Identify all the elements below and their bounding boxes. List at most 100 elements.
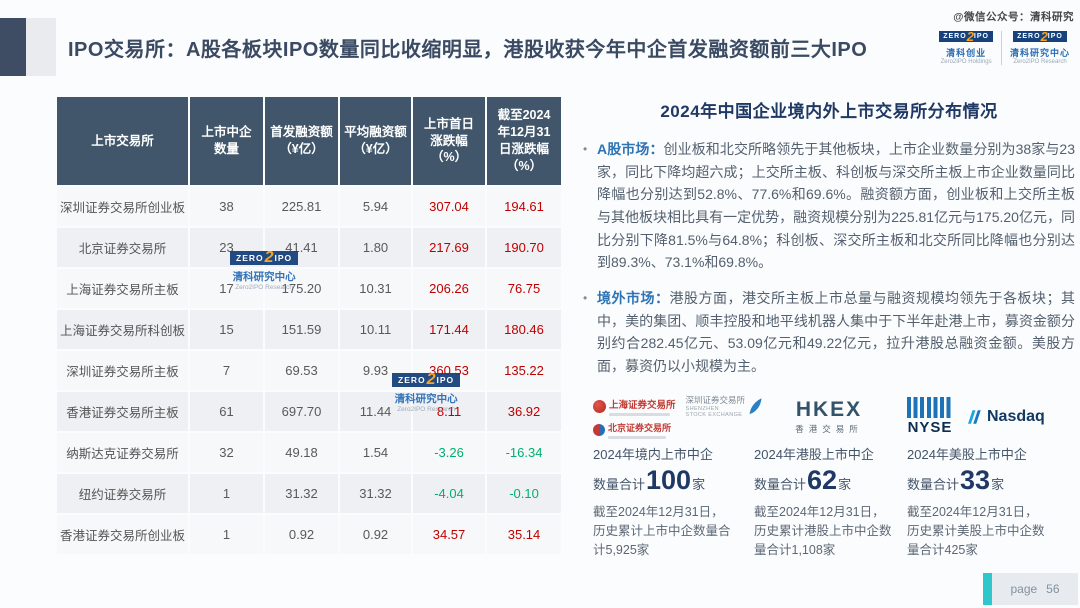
watermark-research-en: Zero2IPO Research xyxy=(235,284,293,291)
value-cell: 15 xyxy=(190,310,264,349)
table-body: 深圳证券交易所创业板 38 225.81 5.94 307.04 194.61 北京证券交易… xyxy=(57,187,562,554)
logo-zero: ZERO xyxy=(230,251,270,265)
bse-logo: 北京证券交易所 xyxy=(593,421,676,440)
nyse-logo: NYSE xyxy=(907,397,953,436)
stat-prefix: 数量合计 xyxy=(593,476,646,492)
value-cell: 9.93 xyxy=(340,351,412,390)
bullet-overseas: • 境外市场：港股方面，港交所主板上市总量与融资规模均领先于各板块；其中，美的集… xyxy=(583,287,1075,378)
analysis-panel: 2024年中国企业境内外上市交易所分布情况 • A股市场：创业板和北交所略领先于… xyxy=(583,97,1075,561)
stat-hk: 2024年港股上市中企 数量合计 62 家 截至2024年12月31日，历史累计… xyxy=(754,444,904,561)
value-cell: 1 xyxy=(190,474,264,513)
nasdaq-ribbon-icon xyxy=(968,409,981,424)
bse-icon xyxy=(593,424,605,437)
change-value-cell: 171.44 xyxy=(413,310,486,349)
exchange-name-cell: 上海证券交易所主板 xyxy=(57,269,189,308)
value-cell: 0.92 xyxy=(265,515,339,554)
page-badge-accent xyxy=(983,573,992,605)
value-cell: 31.32 xyxy=(340,474,412,513)
slide-title: IPO交易所：A股各板块IPO数量同比收缩明显，港股收获今年中企首发融资额前三大… xyxy=(68,38,868,61)
column-header: 首发融资额 （¥亿） xyxy=(265,97,339,185)
value-cell: 225.81 xyxy=(265,187,339,226)
stat-suffix: 家 xyxy=(838,476,852,492)
change-value-cell: 206.26 xyxy=(413,269,486,308)
logo-two: 2 xyxy=(966,29,974,44)
value-cell: 38 xyxy=(190,187,264,226)
column-header: 上市首日 涨跌幅 （%） xyxy=(413,97,486,185)
stat-value: 100 xyxy=(646,464,692,495)
stat-line1: 2024年境内上市中企 xyxy=(593,446,713,462)
ipo-exchange-table: 上市交易所 上市中企 数量 首发融资额 （¥亿） 平均融资额 （¥亿） 上市首日 涨跌幅… xyxy=(55,95,563,556)
value-cell: 175.20 xyxy=(265,269,339,308)
exchange-name-cell: 深圳证券交易所创业板 xyxy=(57,187,189,226)
hkex-name-cn: 香港交易所 xyxy=(795,424,863,435)
logo-ipo: IPO xyxy=(1043,31,1067,42)
value-cell: 61 xyxy=(190,392,264,431)
change-value-cell: 180.46 xyxy=(487,310,562,349)
value-cell: 10.11 xyxy=(340,310,412,349)
title-bar: IPO交易所：A股各板块IPO数量同比收缩明显，港股收获今年中企首发融资额前三大… xyxy=(0,17,1080,77)
zero2ipo-watermark: ZERO 2 IPO 清科研究中心 Zero2IPO Research xyxy=(392,371,461,413)
stat-prefix: 数量合计 xyxy=(754,476,807,492)
panel-title: 2024年中国企业境内外上市交易所分布情况 xyxy=(660,102,998,121)
title-accent-light xyxy=(26,18,56,76)
change-value-cell: 194.61 xyxy=(487,187,562,226)
value-cell: 32 xyxy=(190,433,264,472)
change-value-cell: 35.14 xyxy=(487,515,562,554)
value-cell: 10.31 xyxy=(340,269,412,308)
sse-name: 上海证券交易所 xyxy=(609,399,676,411)
bullet-text: 港股方面，港交所主板上市总量与融资规模均领先于各板块；其中，美的集团、顺丰控股和… xyxy=(597,290,1075,375)
hkex-logo: HKEX 香港交易所 xyxy=(754,398,904,435)
stat-line1: 2024年港股上市中企 xyxy=(754,446,874,462)
exchange-name-cell: 深圳证券交易所主板 xyxy=(57,351,189,390)
change-value-cell: 135.22 xyxy=(487,351,562,390)
logo-holdings-en: Zero2IPO Holdings xyxy=(940,59,992,65)
value-cell: 69.53 xyxy=(265,351,339,390)
szse-logo: 深圳证券交易所 SHENZHEN STOCK EXCHANGE xyxy=(686,394,764,418)
stat-us: 2024年美股上市中企 数量合计 33 家 截至2024年12月31日，历史累计… xyxy=(907,444,1079,561)
bullet-a-share: • A股市场：创业板和北交所略领先于其他板块，上市企业数量分别为38家与23家，… xyxy=(583,138,1075,274)
column-header: 平均融资额 （¥亿） xyxy=(340,97,412,185)
value-cell: 1.54 xyxy=(340,433,412,472)
table-row: 纽约证券交易所 1 31.32 31.32 -4.04 -0.10 xyxy=(57,474,562,513)
change-value-cell: 190.70 xyxy=(487,228,562,267)
watermark-research-cn: 清科研究中心 xyxy=(394,393,458,405)
stat-line1: 2024年美股上市中企 xyxy=(907,446,1027,462)
table-row: 香港证券交易所主板 61 697.70 11.44 8.11 36.92 xyxy=(57,392,562,431)
table-row: 深圳证券交易所主板 7 69.53 9.93 360.53 135.22 xyxy=(57,351,562,390)
stat-value: 33 xyxy=(960,464,991,495)
bullet-text: 创业板和北交所略领先于其他板块，上市企业数量分别为38家与23家，同比下降均超六… xyxy=(597,141,1075,271)
brand-logos: ZERO 2 IPO 清科创业 Zero2IPO Holdings ZERO 2… xyxy=(939,29,1070,65)
value-cell: 17 xyxy=(190,269,264,308)
stat-note: 截至2024年12月31日，历史累计上市中企数量合计5,925家 xyxy=(593,504,731,558)
stat-suffix: 家 xyxy=(991,476,1005,492)
value-cell: 5.94 xyxy=(340,187,412,226)
hkex-wordmark: HKEX xyxy=(795,398,863,422)
page-number: 56 xyxy=(1046,582,1060,596)
value-cell: 11.44 xyxy=(340,392,412,431)
logo-research-cn: 清科研究中心 xyxy=(1009,48,1070,58)
value-cell: 697.70 xyxy=(265,392,339,431)
zero2ipo-research-logo: ZERO 2 IPO 清科研究中心 Zero2IPO Research xyxy=(1010,29,1070,65)
domestic-exchange-logos: 上海证券交易所 深圳证券交易所 SHENZHEN STOCK EXCHANGE … xyxy=(593,394,762,440)
szse-name: 深圳证券交易所 xyxy=(685,395,746,406)
stat-domestic: 2024年境内上市中企 数量合计 100 家 截至2024年12月31日，历史累… xyxy=(593,444,751,561)
table-row: 北京证券交易所 23 41.41 1.80 217.69 190.70 xyxy=(57,228,562,267)
change-value-cell: 36.92 xyxy=(487,392,562,431)
bse-fineprint xyxy=(608,436,666,440)
column-header: 截至2024 年12月31 日涨跌幅 （%） xyxy=(487,97,562,185)
exchange-name-cell: 香港证券交易所主板 xyxy=(57,392,189,431)
value-cell: 1.80 xyxy=(340,228,412,267)
nasdaq-wordmark: Nasdaq xyxy=(987,407,1045,425)
logo-two: 2 xyxy=(1040,29,1048,44)
page-badge: page 56 xyxy=(983,573,1078,605)
table-row: 上海证券交易所科创板 15 151.59 10.11 171.44 180.46 xyxy=(57,310,562,349)
change-value-cell: 34.57 xyxy=(413,515,486,554)
table-row: 香港证券交易所创业板 1 0.92 0.92 34.57 35.14 xyxy=(57,515,562,554)
logo-research-en: Zero2IPO Research xyxy=(1013,59,1067,65)
sse-fineprint xyxy=(609,412,671,416)
table-row: 上海证券交易所主板 17 175.20 10.31 206.26 76.75 xyxy=(57,269,562,308)
stats-row: 2024年境内上市中企 数量合计 100 家 截至2024年12月31日，历史累… xyxy=(583,444,1075,561)
table-row: 深圳证券交易所创业板 38 225.81 5.94 307.04 194.61 xyxy=(57,187,562,226)
sse-icon xyxy=(593,399,606,413)
bullet-label: 境外市场： xyxy=(597,290,670,307)
